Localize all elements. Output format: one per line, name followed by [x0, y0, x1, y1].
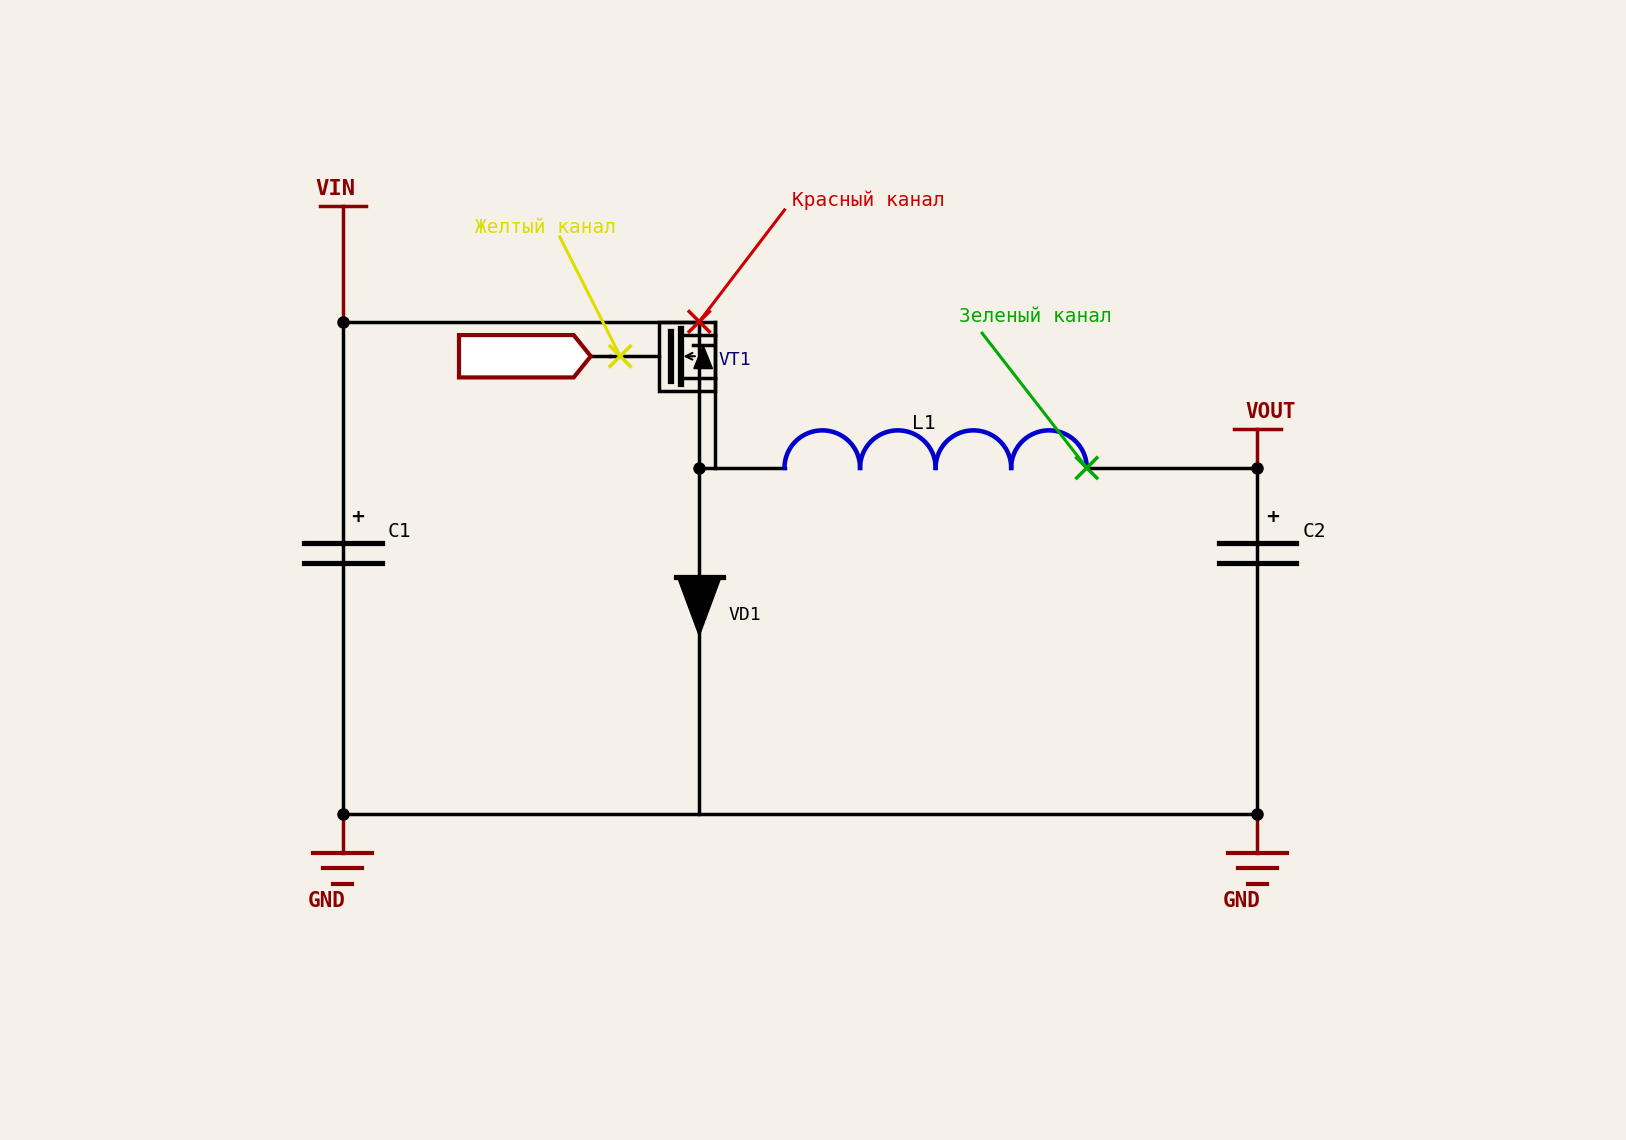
Polygon shape: [459, 335, 590, 377]
Text: Красный канал: Красный канал: [792, 190, 945, 210]
Text: PWM: PWM: [473, 357, 509, 376]
Text: C2: C2: [1302, 522, 1325, 542]
Text: GND: GND: [307, 890, 346, 911]
Text: VD1: VD1: [728, 606, 761, 625]
Text: C1: C1: [387, 522, 411, 542]
Text: +: +: [1265, 507, 1280, 526]
Text: VT1: VT1: [719, 351, 751, 369]
Text: GND: GND: [1223, 890, 1260, 911]
Text: VIN: VIN: [315, 179, 356, 198]
Text: +: +: [351, 507, 366, 526]
Polygon shape: [678, 577, 720, 636]
Text: Желтый канал: Желтый канал: [475, 218, 616, 237]
Bar: [659, 321, 715, 391]
Text: VOUT: VOUT: [1246, 402, 1296, 422]
Text: L1: L1: [912, 415, 937, 433]
Text: Зеленый канал: Зеленый канал: [959, 307, 1112, 326]
Polygon shape: [694, 345, 712, 368]
